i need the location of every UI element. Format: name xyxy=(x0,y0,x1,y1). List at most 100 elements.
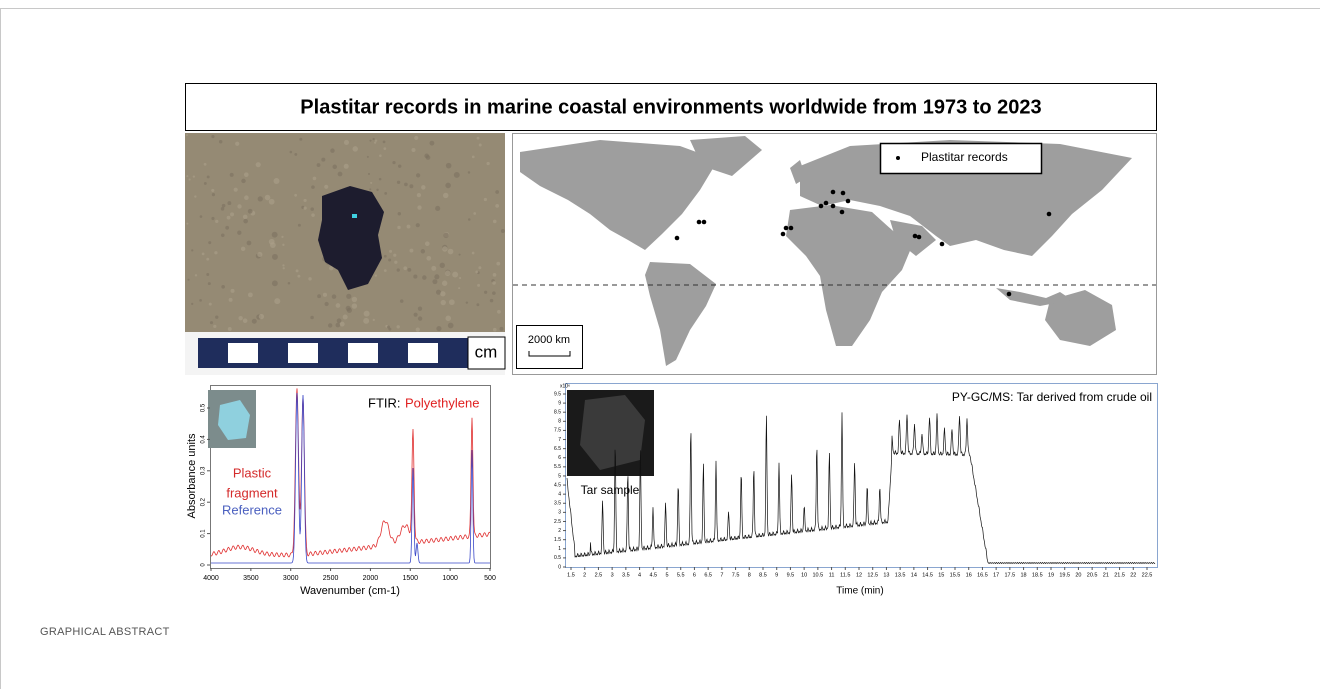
grain-dot xyxy=(370,182,372,184)
grain-dot xyxy=(376,189,378,191)
grain-dot xyxy=(375,139,377,141)
grain-dot xyxy=(372,138,374,140)
grain-dot xyxy=(344,140,349,145)
x-tick-label: 9.5 xyxy=(787,572,795,578)
y-tick-label: 6.5 xyxy=(554,446,561,452)
x-tick-label: 11 xyxy=(829,572,835,578)
grain-dot xyxy=(243,215,248,220)
x-tick-label: 13.5 xyxy=(895,572,906,578)
x-tick-label: 15.5 xyxy=(950,572,961,578)
x-tick-label: 5.5 xyxy=(677,572,685,578)
x-tick-label: 1.5 xyxy=(567,572,575,578)
x-tick-label: 21 xyxy=(1103,572,1109,578)
grain-dot xyxy=(209,303,212,306)
grain-dot xyxy=(304,207,307,210)
grain-dot xyxy=(211,217,214,220)
photo: cm xyxy=(185,133,505,375)
grain-dot xyxy=(299,138,302,141)
grain-dot xyxy=(346,306,351,311)
x-tick-label: 15 xyxy=(938,572,944,578)
grain-dot xyxy=(436,326,441,331)
grain-dot xyxy=(425,241,430,246)
grain-dot xyxy=(397,226,400,229)
y-axis-label: Absorbance units xyxy=(186,433,198,518)
x-tick-label: 19 xyxy=(1048,572,1054,578)
grain-dot xyxy=(496,262,500,266)
x-tick-label: 16 xyxy=(966,572,972,578)
x-tick-label: 20.5 xyxy=(1087,572,1098,578)
grain-dot xyxy=(257,252,262,257)
grain-dot xyxy=(493,328,497,332)
grain-dot xyxy=(328,323,332,327)
grain-dot xyxy=(231,289,235,293)
grain-dot xyxy=(241,179,246,184)
grain-dot xyxy=(477,137,480,140)
grain-dot xyxy=(241,247,245,251)
grain-dot xyxy=(441,300,446,305)
grain-dot xyxy=(206,273,209,276)
grain-dot xyxy=(416,173,420,177)
grain-dot xyxy=(248,292,253,297)
grain-dot xyxy=(445,183,451,189)
grain-dot xyxy=(421,185,425,189)
grain-dot xyxy=(394,261,397,264)
x-tick-label: 7 xyxy=(720,572,723,578)
grain-dot xyxy=(383,141,386,144)
grain-dot xyxy=(477,284,480,287)
grain-dot xyxy=(283,267,285,269)
grain-dot xyxy=(288,282,291,285)
grain-dot xyxy=(367,156,369,158)
y-tick-label: 2 xyxy=(558,528,561,534)
grain-dot xyxy=(199,299,202,302)
grain-dot xyxy=(221,234,225,238)
grain-dot xyxy=(389,250,392,253)
grain-dot xyxy=(499,327,503,331)
grain-dot xyxy=(363,318,369,324)
grain-dot xyxy=(409,249,413,253)
grain-dot xyxy=(248,209,253,214)
figure-title: Plastitar records in marine coastal envi… xyxy=(300,96,1041,118)
grain-dot xyxy=(269,239,275,245)
grain-dot xyxy=(418,307,422,311)
grain-dot xyxy=(213,325,216,328)
map-scale-label: 2000 km xyxy=(528,334,570,346)
x-tick-label: 22.5 xyxy=(1142,572,1153,578)
grain-dot xyxy=(269,199,275,205)
grain-dot xyxy=(392,161,395,164)
x-tick-label: 500 xyxy=(484,575,496,582)
grain-dot xyxy=(445,270,451,276)
grain-dot xyxy=(397,268,400,271)
grain-dot xyxy=(221,285,225,289)
grain-dot xyxy=(442,281,447,286)
grain-dot xyxy=(238,316,242,320)
grain-dot xyxy=(458,287,460,289)
grain-dot xyxy=(434,274,439,279)
grain-dot xyxy=(501,229,505,233)
grain-dot xyxy=(227,216,231,220)
grain-dot xyxy=(442,246,447,251)
grain-dot xyxy=(493,220,497,224)
x-tick-label: 8 xyxy=(748,572,751,578)
grain-dot xyxy=(207,175,210,178)
grain-dot xyxy=(332,165,337,170)
grain-dot xyxy=(418,316,422,320)
grain-dot xyxy=(484,198,487,201)
grain-dot xyxy=(294,194,297,197)
y-tick-label: 4.5 xyxy=(554,482,561,488)
grain-dot xyxy=(338,172,343,177)
grain-dot xyxy=(211,135,214,138)
grain-dot xyxy=(221,207,225,211)
grain-dot xyxy=(200,215,203,218)
chromatogram-title: PY-GC/MS: Tar derived from crude oil xyxy=(952,390,1152,404)
grain-dot xyxy=(186,175,188,177)
y-tick-label: 0.2 xyxy=(201,497,207,506)
grain-dot xyxy=(397,181,400,184)
grain-dot xyxy=(352,297,357,302)
grain-dot xyxy=(237,231,241,235)
grain-dot xyxy=(387,326,390,329)
grain-dot xyxy=(404,183,408,187)
grain-dot xyxy=(369,140,371,142)
x-tick-label: 12 xyxy=(856,572,862,578)
y-tick-label: 8 xyxy=(558,419,561,425)
page: {"figure":{ "title":"Plastitar records i… xyxy=(0,0,1320,689)
